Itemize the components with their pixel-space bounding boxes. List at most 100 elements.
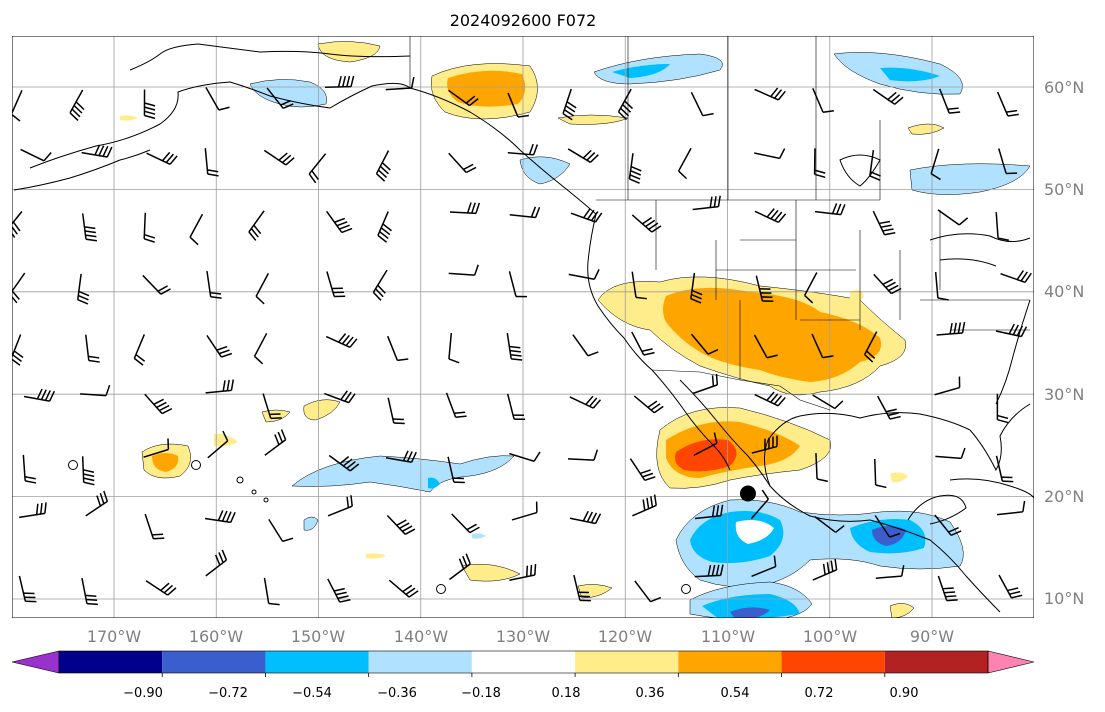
us-mexico-border	[651, 369, 831, 411]
wind-barb	[206, 270, 222, 299]
wind-barb	[143, 212, 156, 243]
wind-barb	[754, 87, 786, 101]
political-borders	[409, 36, 1030, 411]
wind-barb	[995, 455, 1014, 483]
wind-barb	[85, 334, 100, 363]
island-marker	[436, 584, 446, 594]
wind-barb	[567, 449, 599, 461]
wind-barb	[633, 395, 664, 414]
shade-negative	[880, 67, 940, 82]
shade-positive	[447, 70, 526, 107]
wind-barb	[690, 272, 703, 304]
wind-barb	[205, 549, 228, 577]
shade-negative	[249, 79, 327, 108]
wind-barb	[996, 500, 1026, 516]
wind-barb	[22, 454, 37, 484]
shade-negative	[735, 520, 774, 544]
wind-barb	[388, 579, 419, 598]
lon-label: 140°W	[394, 627, 449, 646]
shade-positive	[120, 115, 138, 121]
bc-coast	[409, 87, 597, 215]
wind-barb	[815, 453, 828, 483]
lon-label: 110°W	[701, 627, 756, 646]
wind-barb	[449, 202, 481, 215]
colorbar-tick-label: 0.36	[636, 686, 665, 701]
colorbar-bin	[678, 651, 782, 673]
hawaii-islands	[236, 476, 244, 484]
colorbar-bin	[471, 651, 576, 673]
wind-barb	[385, 450, 417, 463]
colorbar-bin	[162, 651, 266, 673]
wind-barb	[385, 77, 415, 91]
island-marker	[681, 584, 691, 594]
wind-barb	[863, 331, 878, 363]
wind-barb	[69, 89, 85, 121]
wind-barb	[998, 148, 1018, 175]
lat-label: 20°N	[1044, 487, 1084, 506]
wind-barb	[812, 558, 838, 581]
wind-barb	[570, 208, 603, 223]
wind-barb	[631, 331, 655, 356]
wind-barb	[631, 214, 662, 233]
alaska-north-coast	[129, 43, 411, 71]
wind-barb	[23, 388, 56, 402]
wind-barb	[20, 148, 52, 162]
wind-barb	[692, 373, 719, 395]
lon-label: 130°W	[496, 627, 551, 646]
anomaly-shading	[120, 41, 1031, 618]
wind-barb	[996, 393, 1009, 424]
wind-barb	[812, 88, 834, 114]
wind-barb	[509, 564, 537, 581]
lon-label: 160°W	[189, 627, 244, 646]
colorbar-bin	[265, 651, 369, 673]
wind-barb	[204, 148, 219, 177]
wind-barb	[995, 212, 1009, 241]
baja	[651, 369, 731, 471]
wind-barb	[326, 271, 346, 298]
shade-positive	[303, 399, 341, 421]
wind-barb	[812, 394, 844, 410]
wind-barb	[308, 153, 327, 184]
wind-barb	[81, 577, 98, 606]
wind-barb	[387, 397, 405, 425]
wind-barb	[375, 150, 391, 182]
shade-positive	[907, 123, 945, 135]
wind-barb	[753, 334, 778, 359]
wind-barb	[569, 395, 602, 409]
shade-positive	[461, 564, 521, 582]
wind-barb	[144, 393, 173, 415]
colorbar-tick-label: −0.90	[123, 686, 163, 701]
wind-barb	[690, 333, 719, 355]
colorbar-tick-label: −0.36	[377, 686, 417, 701]
wind-barb	[874, 458, 887, 489]
lat-label: 10°N	[1044, 589, 1084, 608]
aleutians	[13, 149, 151, 191]
shade-negative	[519, 156, 571, 185]
wind-barb	[934, 272, 949, 301]
colorbar-tick-label: 0.18	[552, 686, 581, 701]
hawaii-islands	[263, 497, 269, 503]
wind-barb	[935, 447, 966, 460]
wind-barb	[814, 516, 845, 533]
shade-negative	[291, 455, 515, 493]
wind-barb	[12, 334, 24, 366]
wind-barb	[12, 90, 23, 122]
wind-barb	[634, 580, 662, 603]
map-panel	[12, 36, 1034, 618]
shade-positive	[850, 289, 864, 305]
wind-barb	[677, 147, 692, 180]
wind-barb	[507, 92, 529, 118]
wind-barb	[386, 514, 416, 535]
wind-barb	[12, 211, 23, 241]
east-coast	[995, 299, 1031, 405]
wind-barb	[936, 322, 966, 336]
wind-barb	[875, 565, 905, 579]
wind-barb	[81, 456, 95, 486]
wind-barb	[328, 454, 360, 472]
wind-barb	[693, 432, 718, 457]
wind-barbs	[12, 75, 1032, 606]
lon-label: 150°W	[291, 627, 346, 646]
wind-barb	[189, 213, 204, 246]
wind-barb	[445, 392, 467, 418]
shade-positive	[214, 433, 238, 447]
